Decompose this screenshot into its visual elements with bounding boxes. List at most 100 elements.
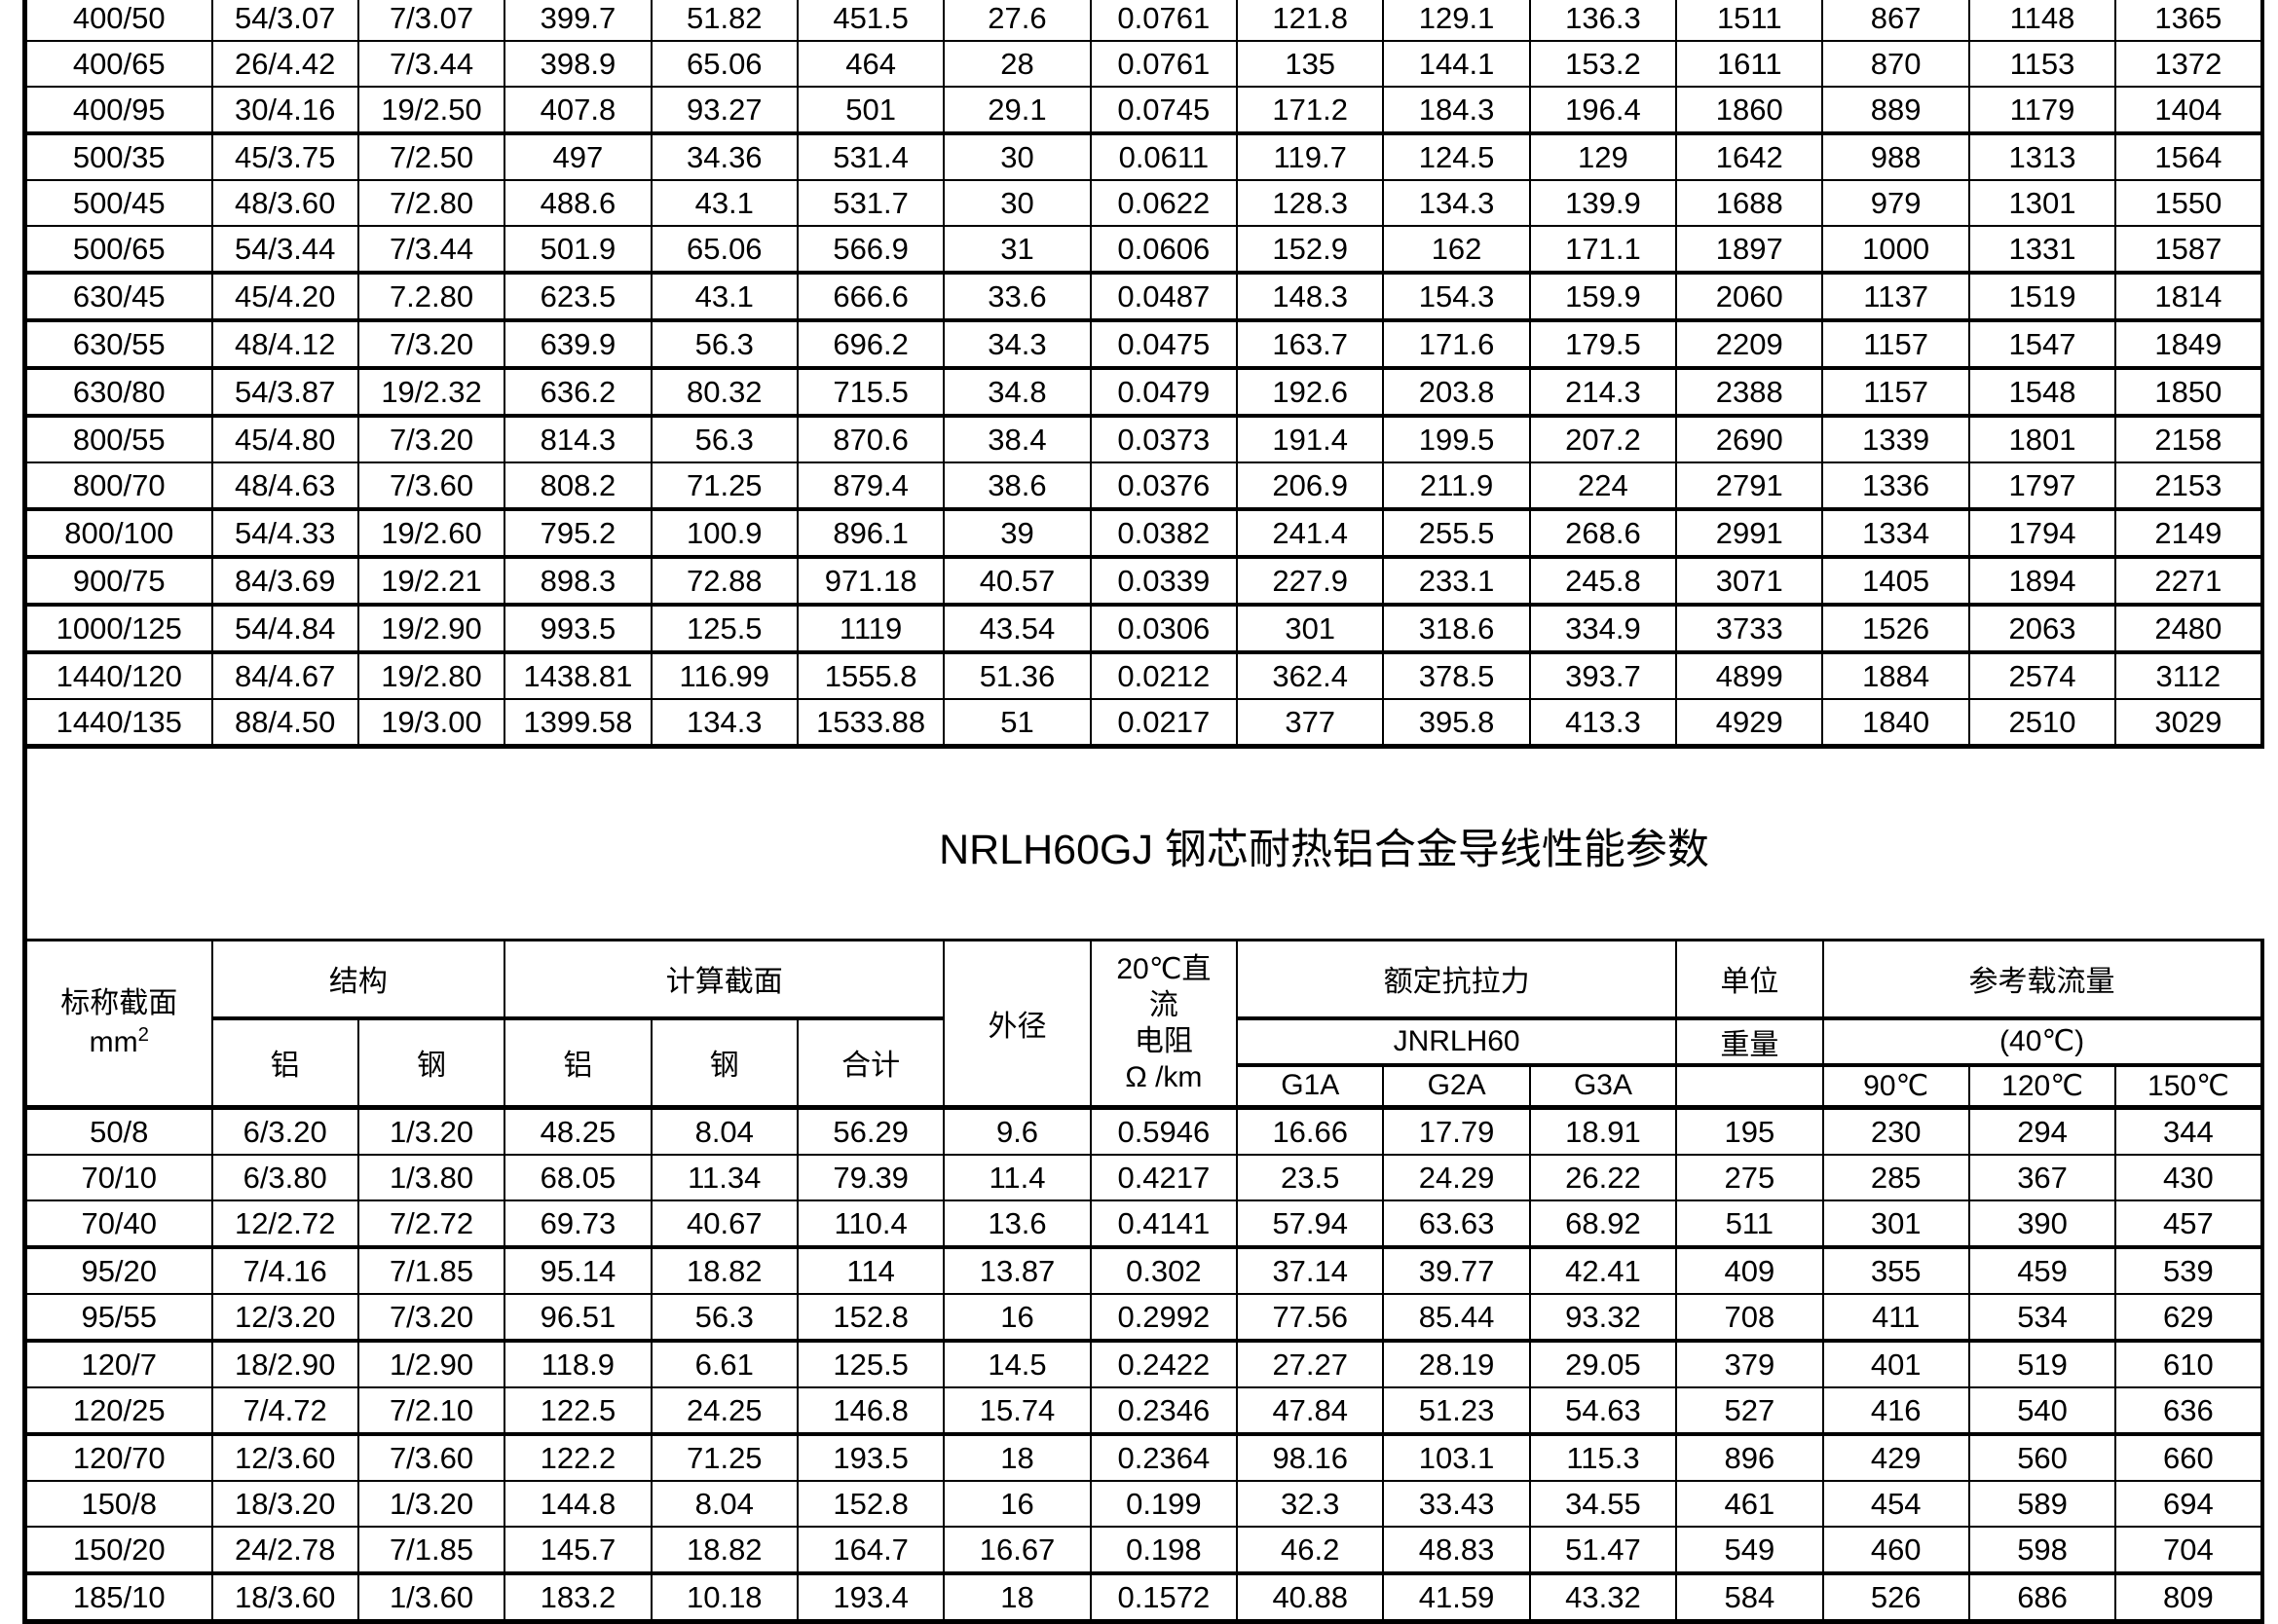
table-cell: 245.8 (1528, 556, 1678, 607)
table-cell: 57.94 (1236, 1200, 1385, 1249)
table-cell: 7/2.50 (356, 132, 506, 181)
table-cell: 560 (1967, 1433, 2117, 1482)
table-cell: 46.2 (1236, 1526, 1385, 1575)
table-cell: 0.302 (1089, 1246, 1239, 1295)
table-cell: 1157 (1821, 367, 1970, 418)
table-cell: 183.2 (504, 1572, 653, 1624)
table-cell: 454 (1821, 1480, 1970, 1528)
header-temp-90: 90℃ (1821, 1063, 1970, 1110)
table-cell: 526 (1821, 1572, 1970, 1624)
table-cell: 11.4 (943, 1154, 1092, 1201)
table-cell: 2063 (1967, 604, 2117, 654)
table-cell: 146.8 (796, 1386, 946, 1436)
table-cell: 224 (1528, 461, 1678, 511)
table-cell: 979 (1821, 179, 1970, 227)
table-cell: 79.39 (796, 1154, 946, 1201)
table-cell: 7/3.20 (356, 319, 506, 370)
table-cell: 125.5 (650, 604, 799, 654)
table-cell: 1840 (1821, 698, 1970, 749)
table-row: 800/100 54/4.33 19/2.60 795.2 100.9 896.1 39 0.… (22, 508, 2264, 559)
table-cell: 630/45 (22, 272, 213, 322)
table-cell: 1153 (1967, 40, 2117, 88)
table-cell: 2060 (1675, 272, 1824, 322)
table-cell: 12/3.60 (210, 1433, 359, 1482)
table-cell: 71.25 (650, 1433, 799, 1482)
table-cell: 0.5946 (1089, 1106, 1239, 1156)
table-cell: 630/55 (22, 319, 213, 370)
table-cell: 45/4.80 (210, 415, 359, 463)
table-cell: 377 (1236, 698, 1385, 749)
table-cell: 1688 (1675, 179, 1824, 227)
table-cell: 29.05 (1528, 1340, 1678, 1388)
header-strength-sub: JNRLH60 (1236, 1016, 1678, 1067)
table-cell: 1801 (1967, 415, 2117, 463)
table-cell: 144.8 (504, 1480, 653, 1528)
table-cell: 1372 (2114, 40, 2264, 88)
table-cell: 233.1 (1382, 556, 1531, 607)
table-cell: 54/3.07 (210, 0, 359, 42)
table-cell: 527 (1675, 1386, 1824, 1436)
table-cell: 7/1.85 (356, 1526, 506, 1575)
table-cell: 630/80 (22, 367, 213, 418)
table-cell: 7/4.16 (210, 1246, 359, 1295)
table-cell: 70/10 (22, 1154, 213, 1201)
table-cell: 18.82 (650, 1526, 799, 1575)
table-cell: 896.1 (796, 508, 946, 559)
table-header: 标称截面 mm2 结构 计算截面 外径 20℃直 流 电阻 Ω /km 额定抗拉… (22, 939, 2264, 1110)
table-cell: 1365 (2114, 0, 2264, 42)
table-cell: 152.8 (796, 1480, 946, 1528)
table-cell: 1850 (2114, 367, 2264, 418)
table-cell: 193.5 (796, 1433, 946, 1482)
table-cell: 65.06 (650, 40, 799, 88)
table-row: 500/45 48/3.60 7/2.80 488.6 43.1 531.7 30 0.062… (22, 179, 2264, 227)
table-cell: 500/35 (22, 132, 213, 181)
table-cell: 96.51 (504, 1293, 653, 1343)
table-cell: 2158 (2114, 415, 2264, 463)
table-cell: 531.4 (796, 132, 946, 181)
table-cell: 34.3 (943, 319, 1092, 370)
table-cell: 461 (1675, 1480, 1824, 1528)
table-cell: 15.74 (943, 1386, 1092, 1436)
table-cell: 2574 (1967, 651, 2117, 700)
table-cell: 610 (2114, 1340, 2264, 1388)
table-cell: 301 (1236, 604, 1385, 654)
table-cell: 206.9 (1236, 461, 1385, 511)
table-cell: 162 (1382, 225, 1531, 275)
table-cell: 497 (504, 132, 653, 181)
table-cell: 800/100 (22, 508, 213, 559)
table-cell: 318.6 (1382, 604, 1531, 654)
table-cell: 867 (1821, 0, 1970, 42)
table-cell: 660 (2114, 1433, 2264, 1482)
table-cell: 27.27 (1236, 1340, 1385, 1388)
table-cell: 584 (1675, 1572, 1824, 1624)
table-cell: 93.32 (1528, 1293, 1678, 1343)
table-cell: 164.7 (796, 1526, 946, 1575)
table-cell: 70/40 (22, 1200, 213, 1249)
table-cell: 114 (796, 1246, 946, 1295)
table-cell: 694 (2114, 1480, 2264, 1528)
table-cell: 118.9 (504, 1340, 653, 1388)
table-cell: 211.9 (1382, 461, 1531, 511)
table-cell: 539 (2114, 1246, 2264, 1295)
table-cell: 116.99 (650, 651, 799, 700)
table-cell: 85.44 (1382, 1293, 1531, 1343)
table-row: 630/55 48/4.12 7/3.20 639.9 56.3 696.2 34.3 0.0… (22, 319, 2264, 370)
table-cell: 411 (1821, 1293, 1970, 1343)
table-cell: 7/3.60 (356, 461, 506, 511)
header-structure-steel: 钢 (356, 1016, 506, 1110)
table-cell: 54/4.33 (210, 508, 359, 559)
header-calc-al: 铝 (504, 1016, 653, 1110)
table-cell: 1301 (1967, 179, 2117, 227)
section-title: NRLH60GJ 钢芯耐热铝合金导线性能参数 (939, 827, 1709, 873)
table-cell: 6/3.20 (210, 1106, 359, 1156)
table-cell: 413.3 (1528, 698, 1678, 749)
table-cell: 110.4 (796, 1200, 946, 1249)
table-cell: 128.3 (1236, 179, 1385, 227)
table-cell: 54.63 (1528, 1386, 1678, 1436)
table-cell: 203.8 (1382, 367, 1531, 418)
table-cell: 241.4 (1236, 508, 1385, 559)
table-cell: 30/4.16 (210, 86, 359, 135)
table-cell: 0.2992 (1089, 1293, 1239, 1343)
table-cell: 12/3.20 (210, 1293, 359, 1343)
table-cell: 3112 (2114, 651, 2264, 700)
